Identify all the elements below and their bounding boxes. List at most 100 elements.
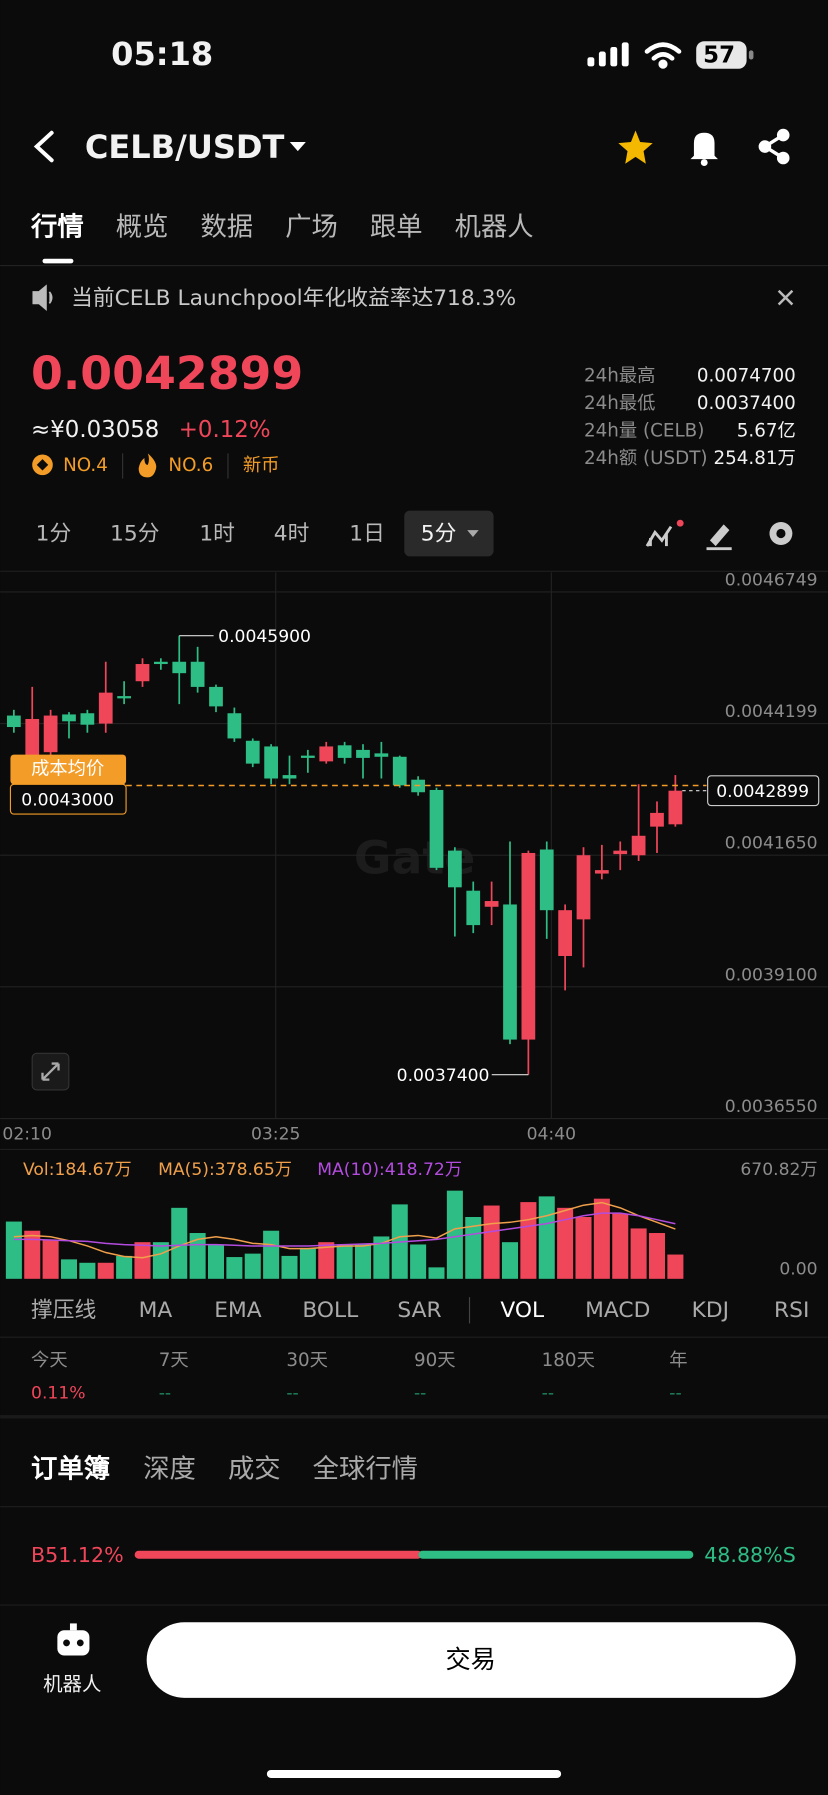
interval-selected[interactable]: 5分 (421, 522, 457, 547)
indicator-tab[interactable]: 撑压线 (31, 1298, 96, 1323)
draw-tool[interactable] (706, 524, 732, 551)
stat-label: 24h量 (CELB) (584, 421, 704, 442)
price-chart: Gate0.00365500.00391000.00416500.0044199… (0, 570, 828, 1145)
trade-label[interactable]: 交易 (445, 1645, 495, 1674)
tab[interactable]: 广场 (285, 212, 338, 242)
candle-body (209, 686, 223, 707)
period-stats: 今天 0.11% 7天 -- 30天 -- 90天 -- 180天 -- 年 -- (31, 1350, 688, 1403)
candle-body (539, 849, 554, 911)
indicator-tab[interactable]: EMA (214, 1298, 262, 1323)
robot-label[interactable]: 机器人 (43, 1673, 101, 1696)
volume-chart: 0.00 670.82万 Vol:184.67万 MA(5):378.65万 MA(10… (5, 1160, 818, 1280)
new-badge[interactable]: 新币 (243, 455, 280, 476)
price-change: +0.12% (179, 417, 271, 443)
candle-body (595, 870, 609, 874)
chart-settings-part[interactable] (776, 528, 786, 539)
cny-price: ≈¥0.03058 (31, 417, 159, 443)
candle-body (7, 715, 21, 728)
share-button-part[interactable] (763, 133, 785, 148)
alert-bell-part[interactable] (690, 132, 718, 160)
indicator-icon[interactable] (645, 519, 684, 547)
share-button[interactable] (758, 128, 790, 165)
tab-underline (42, 258, 74, 264)
volume-bar (483, 1205, 500, 1279)
robot-icon-part[interactable] (57, 1630, 90, 1656)
trade-button[interactable] (146, 1622, 796, 1698)
orderbook-tab[interactable]: 全球行情 (313, 1455, 418, 1485)
tab[interactable]: 概览 (116, 212, 169, 242)
status-time: 05:18 (111, 35, 213, 73)
orderbook-tab[interactable]: 订单簿 (31, 1455, 110, 1485)
back-button[interactable] (33, 130, 54, 163)
candle-body (227, 713, 242, 739)
banner-close[interactable] (777, 289, 794, 306)
draw-tool-part[interactable] (709, 524, 730, 547)
ma-line (13, 1212, 676, 1247)
pair-title[interactable]: CELB/USDT (85, 128, 285, 166)
indicator-tab[interactable]: KDJ (692, 1298, 729, 1323)
indicator-tab[interactable]: SAR (397, 1298, 441, 1323)
interval[interactable]: 1分 (36, 522, 72, 547)
stat-label: 24h最高 (584, 366, 655, 387)
stat-value: 0.0074700 (697, 366, 796, 387)
candle-body (448, 850, 462, 888)
robot-icon-part[interactable] (69, 1623, 77, 1631)
indicator-tab[interactable]: MA (139, 1298, 173, 1323)
robot-icon-part[interactable] (63, 1639, 70, 1647)
indicator-tab[interactable]: BOLL (302, 1298, 358, 1323)
favorite-star[interactable] (618, 130, 653, 164)
indicator-tab[interactable]: MACD (585, 1298, 650, 1323)
interval-selected-bg[interactable] (404, 510, 494, 557)
share-button-part[interactable] (763, 145, 785, 160)
candle-body (503, 904, 517, 1040)
volume-bar (263, 1230, 280, 1279)
orderbook-tab[interactable]: 深度 (143, 1455, 196, 1485)
draw-tool-part[interactable] (706, 547, 732, 551)
banner-text[interactable]: 当前CELB Launchpool年化收益率达718.3% (71, 286, 516, 311)
orderbook-tab[interactable]: 成交 (228, 1455, 281, 1485)
stat-label: 24h额 (USDT) (584, 448, 708, 469)
robot-icon[interactable] (57, 1623, 90, 1656)
stat-value: 0.0037400 (697, 393, 796, 414)
candle-body (25, 718, 40, 756)
interval[interactable]: 4时 (274, 522, 310, 547)
tab[interactable]: 机器人 (455, 212, 534, 242)
period-value: -- (159, 1383, 171, 1403)
interval[interactable]: 1时 (199, 522, 235, 547)
hot-badge[interactable]: NO.6 (168, 455, 213, 476)
rank-badge[interactable]: NO.4 (63, 455, 108, 476)
buy-ratio-label: B51.12% (31, 1543, 124, 1567)
candle-body (631, 835, 646, 856)
volume-bar (226, 1257, 243, 1279)
alert-bell[interactable] (690, 132, 718, 167)
chart-settings[interactable] (769, 522, 793, 545)
pair-dropdown[interactable] (289, 141, 306, 152)
x-tick-label: 02:10 (2, 1125, 51, 1145)
fullscreen-button-part[interactable] (41, 1062, 60, 1081)
tab[interactable]: 数据 (200, 212, 253, 242)
alert-bell-part[interactable] (700, 159, 708, 167)
indicator-tab[interactable]: RSI (774, 1298, 809, 1323)
volume-bar (428, 1267, 445, 1279)
indicator-icon-part[interactable] (676, 519, 684, 527)
tab[interactable]: 行情 (30, 211, 84, 242)
fullscreen-button[interactable] (31, 1052, 70, 1091)
candle-body (319, 746, 334, 762)
robot-icon-part[interactable] (76, 1639, 84, 1647)
volume-bar (538, 1196, 555, 1279)
interval[interactable]: 15分 (110, 522, 159, 547)
interval[interactable]: 1日 (349, 522, 385, 547)
hot-icon (138, 453, 157, 478)
indicator-tab[interactable]: VOL (500, 1298, 544, 1323)
candle-body (613, 850, 628, 855)
candle-body (172, 661, 187, 674)
cost-value: 0.0043000 (21, 790, 114, 810)
volume-bar (446, 1190, 463, 1279)
wifi-icon-part (658, 59, 668, 69)
candle-body (521, 852, 536, 1040)
volume-bar (24, 1230, 41, 1279)
interval-dropdown[interactable] (467, 530, 479, 537)
tab[interactable]: 跟单 (370, 212, 423, 242)
volume-bar (373, 1236, 390, 1279)
candle-body (62, 714, 76, 722)
